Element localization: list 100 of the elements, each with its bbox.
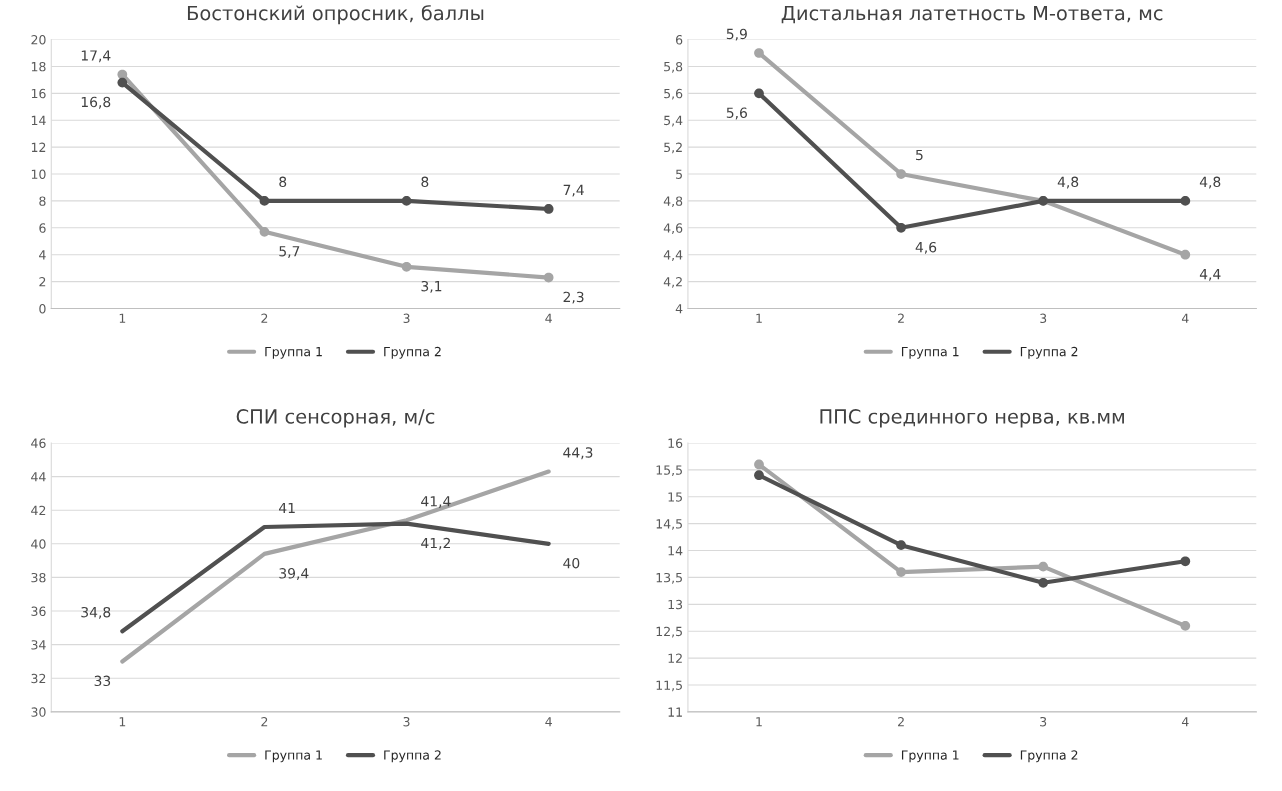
data-label: 16,8	[81, 96, 111, 109]
legend-label: Группа 1	[265, 347, 322, 359]
legend-label: Группа 1	[901, 347, 959, 359]
legend-label: Группа 2	[1020, 750, 1078, 763]
x-tick-label: 4	[545, 717, 552, 727]
point	[1180, 556, 1191, 567]
x-tick-label: 2	[261, 716, 268, 727]
point	[1180, 620, 1191, 631]
point	[1180, 196, 1191, 206]
data-label: 4,4	[1199, 269, 1221, 281]
y-tick-label: 13,5	[656, 572, 682, 584]
point	[754, 470, 764, 481]
data-label: 8	[421, 176, 429, 188]
data-label: 40	[563, 557, 580, 569]
legend-label: Группа 2	[384, 346, 441, 359]
x-tick-label: 4	[1181, 313, 1189, 323]
x-tick-label: 3	[1040, 716, 1047, 727]
y-tick-label: 14	[668, 546, 683, 556]
y-tick-label: 42	[31, 505, 46, 515]
point	[896, 567, 906, 577]
point	[754, 459, 764, 470]
legend-label: Группа 2	[384, 750, 441, 763]
y-tick-label: 6	[675, 35, 683, 45]
y-tick-label: 46	[31, 438, 46, 448]
x-tick-label: 2	[261, 313, 268, 323]
y-tick-label: 13	[668, 599, 683, 610]
point	[117, 77, 128, 88]
y-tick-label: 0	[39, 303, 46, 314]
line-series	[120, 521, 551, 634]
y-tick-label: 36	[31, 606, 46, 616]
y-tick-label: 11	[668, 707, 682, 717]
x-tick-label: 4	[1181, 717, 1189, 727]
y-tick-label: 20	[31, 35, 46, 45]
y-tick-label: 5,2	[664, 142, 682, 154]
legend-label: Группа 1	[901, 750, 959, 763]
y-tick-label: 12	[668, 653, 682, 663]
data-label: 2,3	[563, 291, 584, 304]
point	[1180, 249, 1191, 260]
data-label: 34,8	[81, 606, 111, 619]
data-label: 4,8	[1057, 176, 1079, 189]
data-label: 39,4	[279, 568, 309, 580]
x-tick-label: 1	[119, 717, 126, 727]
data-label: 5	[916, 149, 923, 161]
data-label: 4,6	[915, 241, 937, 254]
y-tick-label: 4	[675, 304, 683, 314]
x-tick-label: 3	[403, 716, 410, 727]
y-tick-label: 5,6	[664, 88, 683, 100]
point	[1038, 577, 1049, 588]
y-tick-label: 38	[31, 572, 46, 583]
y-tick-label: 16	[668, 438, 683, 448]
y-tick-label: 8	[39, 196, 46, 206]
y-tick-label: 4,6	[663, 223, 683, 235]
data-label: 3,1	[421, 280, 442, 293]
data-label: 41,2	[421, 537, 450, 550]
point	[896, 540, 906, 551]
data-label: 5,6	[726, 107, 747, 120]
y-tick-label: 6	[39, 223, 46, 233]
y-tick-label: 4,8	[663, 196, 683, 208]
point	[401, 196, 412, 206]
point	[754, 88, 764, 99]
y-tick-label: 12,5	[656, 626, 682, 638]
chart-title: Дистальная латетность М-ответа, мс	[781, 5, 1163, 24]
data-label: 8	[279, 176, 287, 188]
y-tick-label: 15	[668, 492, 682, 502]
y-tick-label: 4,4	[663, 250, 683, 261]
x-tick-label: 1	[756, 313, 762, 323]
x-tick-label: 3	[1040, 313, 1047, 324]
y-tick-label: 40	[31, 539, 46, 549]
data-label: 41	[279, 502, 295, 513]
point	[896, 169, 906, 179]
data-label: 41,4	[421, 496, 451, 508]
x-tick-label: 1	[756, 717, 762, 727]
data-label: 5,7	[279, 246, 300, 258]
y-tick-label: 32	[31, 673, 46, 684]
y-tick-label: 14	[31, 115, 46, 125]
legend-label: Группа 1	[265, 750, 322, 763]
data-label: 17,4	[81, 50, 111, 63]
y-tick-label: 11,5	[656, 680, 682, 692]
x-tick-label: 2	[898, 716, 904, 727]
point	[401, 261, 412, 272]
y-tick-label: 5,4	[664, 115, 683, 127]
y-tick-label: 5	[676, 169, 682, 179]
y-tick-label: 15,5	[656, 465, 682, 477]
y-tick-label: 2	[39, 277, 46, 287]
chart-title: СПИ сенсорная, м/с	[236, 409, 435, 428]
data-label: 5,9	[726, 28, 747, 41]
data-label: 4,8	[1199, 176, 1221, 189]
point	[754, 48, 764, 58]
chart-title: Бостонский опросник, баллы	[187, 5, 484, 25]
y-tick-label: 14,5	[656, 519, 682, 530]
y-tick-label: 4	[39, 250, 46, 260]
y-tick-label: 5,8	[664, 61, 683, 73]
y-tick-label: 18	[31, 61, 46, 72]
point	[259, 226, 270, 237]
y-tick-label: 44	[31, 472, 46, 482]
point	[259, 196, 270, 206]
x-tick-label: 4	[545, 313, 552, 323]
x-tick-label: 1	[119, 313, 126, 323]
legend-label: Группа 2	[1020, 346, 1078, 359]
y-tick-label: 34	[31, 640, 46, 650]
